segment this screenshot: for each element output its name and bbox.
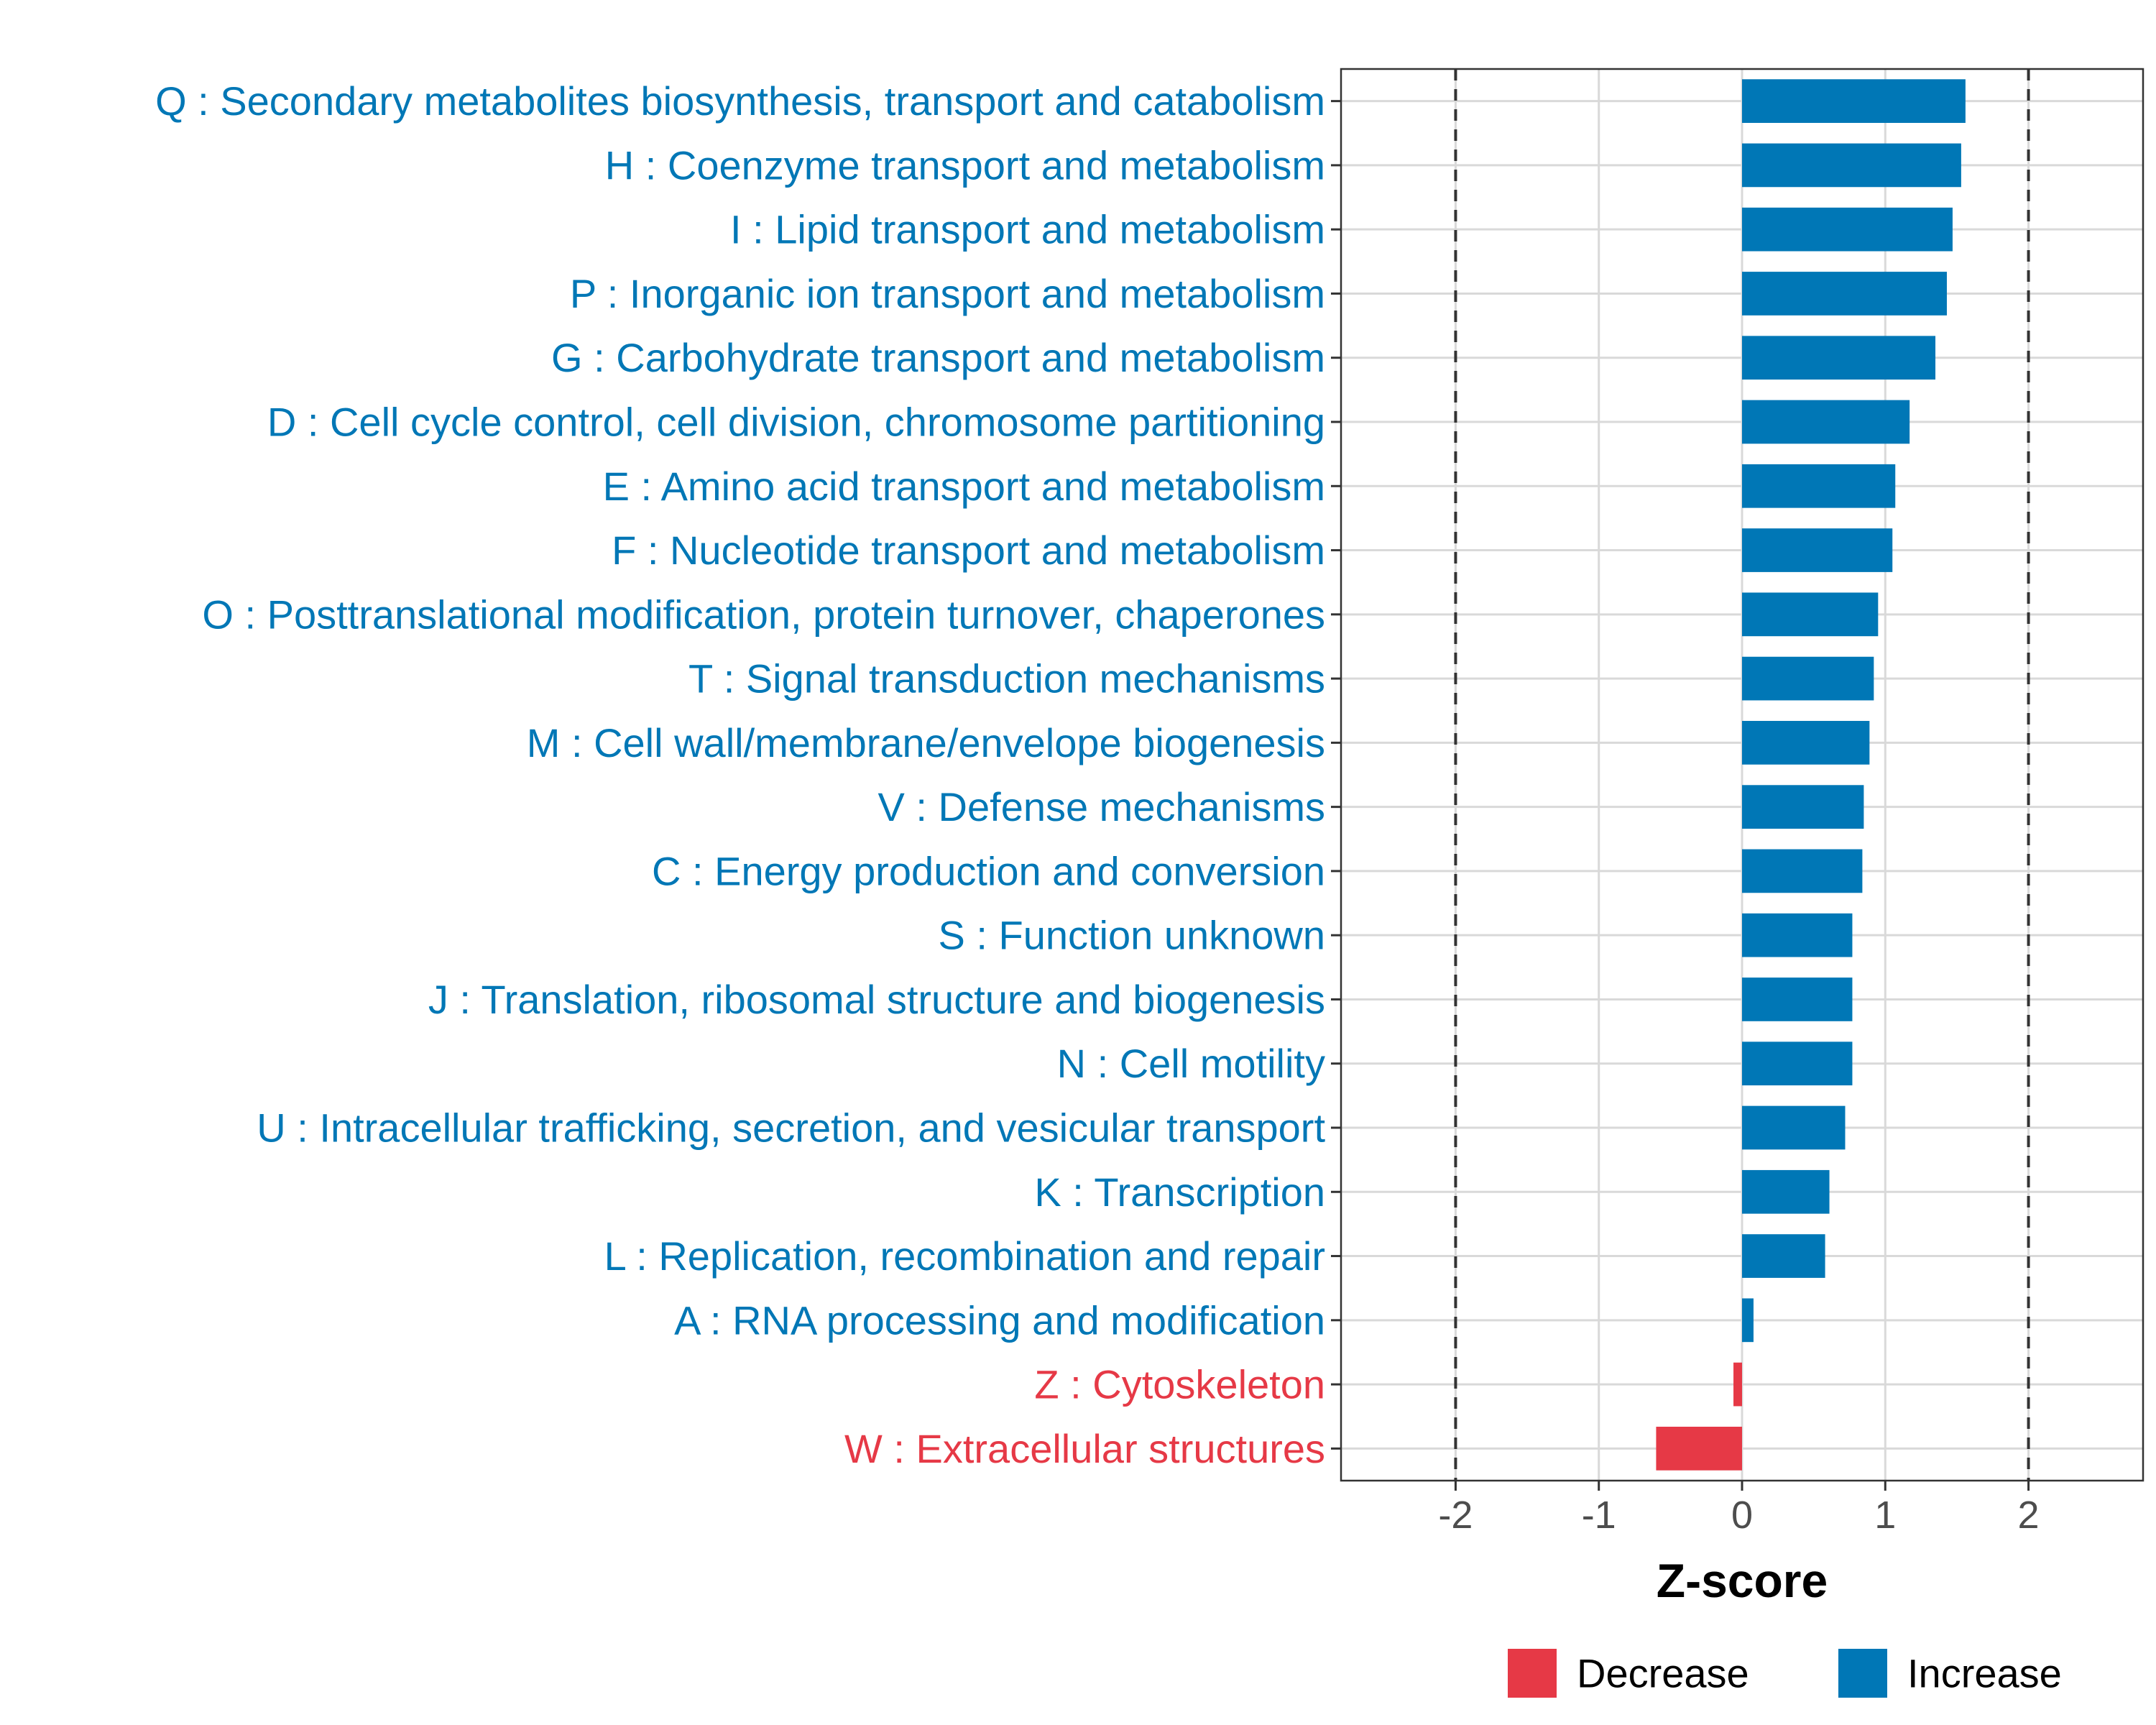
- legend-swatch: [1508, 1649, 1557, 1698]
- y-axis-ticks: [1331, 100, 1341, 1450]
- bar: [1742, 1234, 1825, 1278]
- bar: [1742, 143, 1961, 188]
- bar: [1742, 1298, 1754, 1343]
- category-label: I : Lipid transport and metabolism: [730, 207, 1325, 252]
- category-labels: Q : Secondary metabolites biosynthesis, …: [155, 78, 1325, 1471]
- bar: [1742, 400, 1910, 444]
- bar: [1733, 1362, 1742, 1407]
- bar: [1742, 785, 1864, 829]
- category-label: T : Signal transduction mechanisms: [688, 656, 1325, 702]
- category-label: J : Translation, ribosomal structure and…: [428, 977, 1325, 1022]
- plot-area: [1340, 68, 2145, 1482]
- bar: [1742, 464, 1896, 508]
- bar: [1656, 1427, 1742, 1471]
- category-label: U : Intracellular trafficking, secretion…: [257, 1105, 1325, 1151]
- category-label: P : Inorganic ion transport and metaboli…: [570, 271, 1325, 316]
- category-label: L : Replication, recombination and repai…: [604, 1233, 1325, 1279]
- bar: [1742, 336, 1936, 380]
- bar: [1742, 978, 1853, 1021]
- x-tick-label: 0: [1731, 1494, 1753, 1537]
- bar: [1742, 592, 1879, 637]
- category-label: K : Transcription: [1034, 1169, 1325, 1215]
- category-label: S : Function unknown: [938, 913, 1325, 958]
- bar: [1742, 272, 1947, 316]
- category-label: F : Nucleotide transport and metabolism: [612, 528, 1325, 573]
- bars: [1656, 79, 1966, 1471]
- x-axis-title: Z-score: [1657, 1554, 1828, 1607]
- legend: Decrease Increase: [1508, 1649, 2062, 1698]
- x-tick-label: 2: [2018, 1494, 2040, 1537]
- category-label: V : Defense mechanisms: [878, 784, 1325, 829]
- x-axis: -2 -1 0 1 2: [1438, 1481, 2040, 1537]
- category-label: N : Cell motility: [1057, 1041, 1325, 1086]
- bar: [1742, 528, 1893, 572]
- bar: [1742, 849, 1863, 893]
- bar: [1742, 1041, 1853, 1086]
- reference-lines: [1454, 69, 2030, 1481]
- legend-swatch: [1838, 1649, 1887, 1698]
- category-label: W : Extracellular structures: [844, 1426, 1325, 1471]
- category-label: M : Cell wall/membrane/envelope biogenes…: [527, 720, 1325, 765]
- bar: [1742, 721, 1870, 765]
- category-label: O : Posttranslational modification, prot…: [202, 592, 1325, 637]
- bar: [1742, 656, 1874, 701]
- bar: [1742, 207, 1953, 252]
- bar: [1742, 913, 1853, 957]
- bar: [1742, 1105, 1846, 1150]
- category-label: C : Energy production and conversion: [652, 848, 1325, 893]
- bar: [1742, 79, 1966, 123]
- category-label: E : Amino acid transport and metabolism: [603, 464, 1325, 509]
- category-label: Z : Cytoskeleton: [1034, 1362, 1325, 1407]
- legend-label: Increase: [1907, 1651, 2062, 1696]
- legend-label: Decrease: [1577, 1651, 1749, 1696]
- category-label: A : RNA processing and modification: [674, 1297, 1325, 1343]
- category-label: H : Coenzyme transport and metabolism: [605, 142, 1325, 188]
- x-tick-label: 1: [1874, 1494, 1896, 1537]
- category-label: G : Carbohydrate transport and metabolis…: [551, 335, 1325, 380]
- category-label: Q : Secondary metabolites biosynthesis, …: [155, 78, 1325, 124]
- x-tick-label: -2: [1438, 1494, 1473, 1537]
- category-label: D : Cell cycle control, cell division, c…: [267, 400, 1325, 445]
- x-tick-label: -1: [1582, 1494, 1616, 1537]
- bar: [1742, 1169, 1830, 1214]
